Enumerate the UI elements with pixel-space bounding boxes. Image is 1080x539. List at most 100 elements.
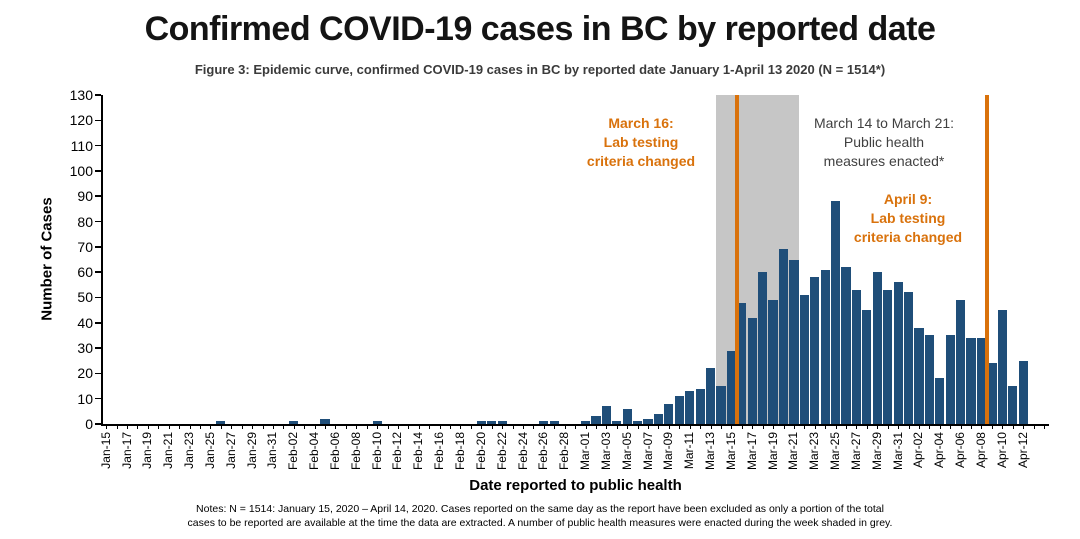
annotation-line: Lab testing — [603, 134, 679, 150]
bar-Mar-23 — [810, 277, 820, 424]
bar-Apr-10 — [997, 310, 1007, 424]
y-tick — [95, 195, 101, 197]
annotation-line: criteria changed — [586, 153, 696, 169]
bar-Mar-15 — [726, 350, 737, 424]
x-tick — [491, 424, 493, 429]
x-tick — [783, 424, 785, 429]
x-tick — [512, 424, 514, 429]
annotation-line: Public health — [843, 134, 925, 150]
x-tick — [585, 424, 587, 429]
x-tick — [960, 424, 962, 429]
x-tick — [1033, 424, 1035, 429]
bar-Mar-27 — [851, 289, 862, 424]
figure-notes: Notes: N = 1514: January 15, 2020 – Apri… — [40, 502, 1040, 530]
x-tick-label: Feb-22 — [494, 432, 509, 471]
page-title: Confirmed COVID-19 cases in BC by report… — [144, 10, 936, 48]
x-tick-label: Feb-06 — [327, 432, 342, 471]
x-tick-label: Feb-10 — [369, 432, 384, 471]
x-tick — [241, 424, 243, 429]
x-tick-label: Mar-15 — [723, 432, 738, 471]
bar-Apr-09 — [987, 363, 997, 424]
x-tick — [272, 424, 274, 429]
y-tick — [95, 144, 101, 147]
y-tick-label: 10 — [77, 390, 93, 407]
x-tick — [408, 424, 410, 429]
y-tick-label: 50 — [77, 289, 93, 306]
y-tick-label: 90 — [77, 188, 93, 205]
x-tick — [877, 424, 879, 429]
x-tick-label: Feb-04 — [307, 432, 322, 471]
x-tick — [773, 424, 775, 429]
bar-Mar-16 — [737, 302, 747, 424]
x-tick-label: Apr-06 — [953, 432, 968, 469]
x-tick — [835, 424, 837, 429]
x-tick — [116, 424, 118, 429]
x-tick — [762, 424, 764, 429]
notes-line-1: Notes: N = 1514: January 15, 2020 – Apri… — [196, 503, 884, 515]
x-tick-label: Feb-14 — [411, 432, 426, 471]
x-tick-label: Feb-12 — [390, 432, 405, 471]
x-tick — [720, 424, 722, 429]
x-tick — [971, 424, 973, 429]
y-tick-label: 80 — [77, 213, 93, 230]
x-tick-label: Feb-26 — [536, 432, 551, 471]
x-tick-label: Mar-05 — [619, 432, 634, 471]
x-tick — [898, 424, 900, 429]
bar-Jan-26 — [216, 421, 226, 424]
x-tick — [147, 424, 149, 429]
x-tick-label: Feb-20 — [473, 432, 488, 471]
x-tick — [450, 424, 452, 429]
bar-Feb-05 — [320, 418, 330, 424]
y-tick — [95, 296, 101, 299]
chart-subtitle: Figure 3: Epidemic curve, confirmed COVI… — [194, 62, 886, 77]
annotation-public-health-measures: March 14 to March 21: Public health measur… — [754, 114, 1014, 171]
x-tick — [543, 424, 545, 429]
annotation-line: measures enacted* — [823, 153, 945, 169]
x-tick-label: Mar-11 — [682, 432, 697, 470]
y-axis-line — [101, 95, 103, 426]
x-tick-label: Mar-29 — [869, 432, 884, 471]
x-tick-label: Jan-27 — [223, 432, 238, 469]
y-tick — [95, 271, 101, 273]
bar-Mar-04 — [612, 421, 622, 424]
bar-Mar-22 — [799, 294, 809, 424]
x-tick — [137, 424, 139, 429]
bar-Apr-03 — [924, 335, 934, 424]
x-tick — [679, 424, 681, 429]
bar-Apr-07 — [966, 337, 976, 424]
x-tick — [335, 424, 337, 429]
annotation-april-9-lab-testing: April 9: Lab testing criteria changed — [778, 190, 1038, 247]
x-axis-title: Date reported to public health — [469, 477, 682, 494]
bar-Mar-31 — [893, 282, 903, 424]
x-tick-label: Jan-21 — [161, 432, 176, 469]
bar-Mar-02 — [591, 416, 601, 424]
x-tick-label: Feb-24 — [515, 432, 530, 471]
x-tick-label: Jan-29 — [244, 432, 259, 469]
y-tick — [95, 94, 101, 96]
bar-Apr-11 — [1008, 386, 1018, 424]
x-tick — [606, 424, 608, 429]
x-tick — [814, 424, 816, 429]
x-tick — [345, 424, 347, 429]
x-tick — [293, 424, 295, 429]
x-tick — [397, 424, 399, 429]
x-tick — [908, 424, 910, 429]
y-tick — [95, 322, 101, 324]
bar-Mar-20 — [778, 249, 789, 424]
bar-Mar-29 — [872, 272, 882, 424]
x-tick — [377, 424, 379, 429]
x-tick — [366, 424, 368, 429]
bar-Mar-05 — [622, 408, 632, 424]
bar-Apr-12 — [1018, 360, 1028, 424]
annotation-line: March 14 to March 21: — [813, 115, 955, 131]
bar-Apr-05 — [945, 335, 955, 424]
x-tick — [283, 424, 285, 429]
event-line-Mar-16 — [734, 95, 739, 424]
x-tick — [887, 424, 889, 429]
bar-Mar-13 — [705, 368, 716, 424]
x-tick — [523, 424, 524, 429]
x-tick-label: Apr-02 — [911, 432, 926, 469]
x-tick — [179, 424, 181, 429]
